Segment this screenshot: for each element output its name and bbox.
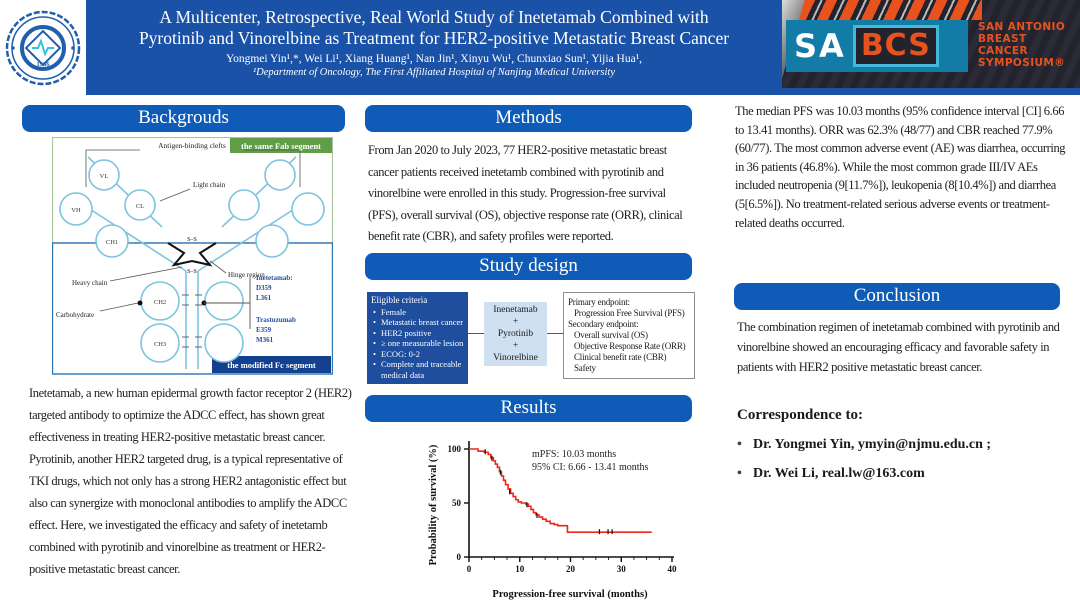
endpoint-line: Safety (574, 363, 596, 373)
svg-text:30: 30 (617, 564, 627, 574)
emblem-year: 1936 (37, 61, 51, 68)
fab-segment-label: the same Fab segment (241, 141, 321, 151)
regimen-line: + (512, 317, 519, 327)
ch2-domain-label: CH2 (154, 299, 166, 306)
sabcs-sa-text: SA (794, 27, 846, 65)
methods-section-header: Methods (365, 105, 692, 132)
svg-text:0: 0 (467, 564, 472, 574)
sabcs-logo: SA BCS (786, 20, 968, 72)
carbohydrate-label: Carbohydrate (56, 311, 94, 319)
endpoint-line: Clinical benefit rate (CBR) (574, 352, 667, 362)
eligible-item: ECOG: 0-2 (373, 349, 465, 360)
antigen-clefts-label: Antigen-binding clefts (158, 141, 226, 150)
sabcs-org-line3: CANCER (978, 45, 1028, 57)
title-block: A Multicenter, Retrospective, Real World… (86, 0, 782, 95)
connector-line (547, 333, 563, 334)
svg-text:20: 20 (566, 564, 576, 574)
methods-body-text: From Jan 2020 to July 2023, 77 HER2-posi… (368, 143, 683, 243)
conclusion-section-header: Conclusion (734, 283, 1060, 310)
endpoint-line: Overall survival (OS) (574, 330, 648, 340)
y-axis-label: Probability of survival (%) (428, 444, 439, 565)
km-chart-svg: mPFS: 10.03 months 95% CI: 6.66 - 13.41 … (428, 441, 678, 600)
vh-domain-label: VH (71, 207, 81, 214)
chart-annotation-mpfs: mPFS: 10.03 months (532, 449, 616, 460)
regimen-line: Vinorelbine (493, 353, 538, 363)
eligible-criteria-title: Eligible criteria (371, 295, 428, 305)
svg-text:40: 40 (668, 564, 678, 574)
svg-text:0: 0 (457, 552, 462, 562)
contact-text: Dr. Wei Li, real.lw@163.com (753, 466, 925, 481)
bullet-icon: • (737, 437, 742, 452)
ch3-domain-label: CH3 (154, 341, 166, 348)
trastuzumab-mutations-title: Trastuzumab (256, 316, 296, 324)
km-chart-plot: 0 10 20 30 40 0 50 100 (448, 441, 678, 574)
ss-bond-label: S–S (187, 237, 197, 243)
eligible-item: Complete and traceable medical data (373, 359, 465, 380)
inetetamab-mutations-title: Inetetamab: (256, 274, 293, 282)
sabcs-stripes-decor (782, 0, 982, 20)
affiliation: ¹Department of Oncology, The First Affil… (253, 67, 615, 78)
endpoint-line: Primary endpoint: (568, 297, 630, 307)
vl-domain-label: VL (100, 173, 109, 180)
backgrounds-body-text: Inetetamab, a new human epidermal growth… (29, 386, 352, 576)
connector-line (468, 333, 484, 334)
contact-text: Dr. Yongmei Yin, ymyin@njmu.edu.cn ; (753, 437, 992, 452)
study-design-section-header: Study design (365, 253, 692, 280)
trastuzumab-mutation-1: E359 (256, 326, 272, 334)
hinge-region-label: Hinge region (228, 271, 265, 279)
eligible-item: HER2 positive (373, 328, 465, 339)
correspondence-heading: Correspondence to: (737, 407, 863, 423)
sabcs-org-line2: BREAST (978, 33, 1027, 45)
eligible-item: Metastatic breast cancer (373, 317, 465, 328)
endpoint-line: Progression Free Survival (PFS) (574, 308, 685, 318)
eligible-criteria-list: Female Metastatic breast cancer HER2 pos… (371, 307, 465, 381)
sabcs-org-line4: SYMPOSIUM® (978, 57, 1066, 69)
chart-annotation-ci: 95% CI: 6.66 - 13.41 months (532, 462, 648, 473)
hospital-emblem-icon: 1936 (5, 10, 81, 85)
km-survival-chart: mPFS: 10.03 months 95% CI: 6.66 - 13.41 … (424, 427, 696, 610)
correspondence-contact: • Dr. Wei Li, real.lw@163.com (737, 466, 925, 482)
cl-domain-label: CL (136, 203, 144, 210)
eligible-criteria-box: Eligible criteria Female Metastatic brea… (367, 292, 468, 384)
endpoint-line: Secondary endpoint: (568, 319, 639, 329)
poster-title-line2: Pyrotinib and Vinorelbine as Treatment f… (138, 28, 730, 48)
regimen-line: + (512, 341, 519, 351)
antibody-figure: the same Fab segment the modified Fc seg… (51, 136, 334, 375)
inetetamab-mutation-2: L361 (256, 294, 272, 302)
ch1-domain-label: CH1 (106, 239, 118, 246)
regimen-line: Inenetamab (493, 305, 538, 315)
correspondence-contact: • Dr. Yongmei Yin, ymyin@njmu.edu.cn ; (737, 437, 991, 453)
poster-title-line1: A Multicenter, Retrospective, Real World… (159, 7, 709, 27)
authors: Yongmei Yin¹,*, Wei Li¹, Xiang Huang¹, N… (225, 53, 643, 65)
svg-text:50: 50 (452, 498, 462, 508)
bullet-icon: • (737, 466, 742, 481)
endpoint-line: Objective Response Rate (ORR) (574, 341, 686, 351)
sabcs-logo-block: SA BCS SAN ANTONIO BREAST CANCER SYMPOSI… (782, 0, 1080, 88)
header-banner: 1936 A Multicenter, Retrospective, Real … (0, 0, 1080, 95)
sabcs-org-line1: SAN ANTONIO (978, 21, 1066, 33)
x-axis-label: Progression-free survival (months) (492, 589, 648, 600)
svg-text:100: 100 (448, 444, 462, 454)
regimen-line: Pyrotinib (497, 329, 534, 339)
endpoints-box: Primary endpoint: Progression Free Survi… (563, 292, 695, 379)
hospital-logo: 1936 (0, 0, 86, 95)
svg-text:10: 10 (515, 564, 525, 574)
ss-bond-label: S–S (187, 269, 197, 275)
sabcs-org-name: SAN ANTONIO BREAST CANCER SYMPOSIUM® (978, 21, 1065, 69)
sabcs-bcs-text: BCS (852, 25, 939, 67)
antibody-diagram-icon: the same Fab segment the modified Fc seg… (51, 136, 334, 375)
results-section-header: Results (365, 395, 692, 422)
trastuzumab-mutation-2: M361 (256, 336, 274, 344)
fc-segment-label: the modified Fc segment (227, 360, 316, 370)
conclusion-body-text: The combination regimen of inetetamab co… (737, 320, 1060, 374)
backgrounds-section-header: Backgrouds (22, 105, 345, 132)
heavy-chain-label: Heavy chain (72, 279, 108, 287)
inetetamab-mutation-1: D359 (256, 284, 272, 292)
regimen-box: Inenetamab + Pyrotinib + Vinorelbine (484, 302, 547, 366)
light-chain-label: Light chain (193, 181, 226, 189)
eligible-item: ≥ one measurable lesion (373, 338, 465, 349)
results-body-text: The median PFS was 10.03 months (95% con… (735, 104, 1066, 230)
eligible-item: Female (373, 307, 465, 318)
